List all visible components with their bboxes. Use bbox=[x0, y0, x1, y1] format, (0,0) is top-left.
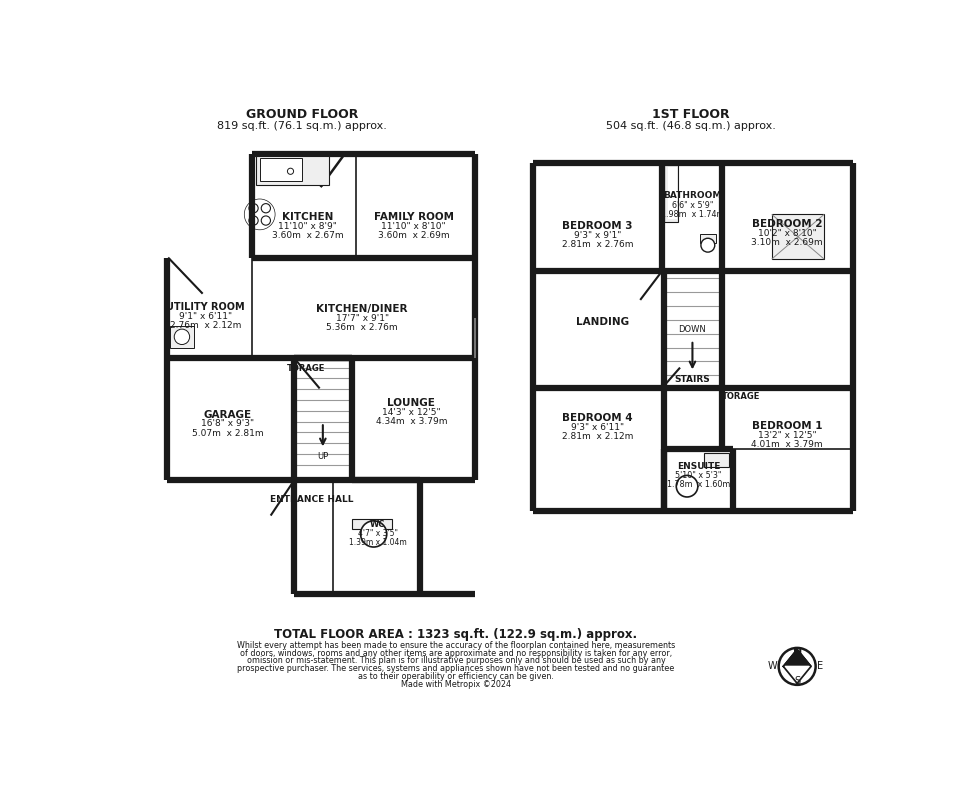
Text: 16'8" x 9'3": 16'8" x 9'3" bbox=[201, 419, 254, 428]
Text: 4.34m  x 3.79m: 4.34m x 3.79m bbox=[375, 417, 447, 426]
Text: LOUNGE: LOUNGE bbox=[387, 398, 435, 408]
Text: 9'1" x 6'11": 9'1" x 6'11" bbox=[179, 311, 232, 321]
Text: 5.36m  x 2.76m: 5.36m x 2.76m bbox=[326, 323, 398, 332]
Text: E: E bbox=[817, 661, 823, 672]
Text: STAIRS: STAIRS bbox=[674, 375, 710, 384]
Text: 3.60m  x 2.69m: 3.60m x 2.69m bbox=[378, 231, 450, 241]
Text: UTILITY ROOM: UTILITY ROOM bbox=[167, 302, 245, 312]
Text: S: S bbox=[794, 676, 801, 686]
Bar bbox=[700, 234, 715, 243]
Text: 4'7" x 3'5": 4'7" x 3'5" bbox=[358, 529, 398, 539]
Text: N: N bbox=[793, 647, 802, 657]
Text: ENTRANCE HALL: ENTRANCE HALL bbox=[270, 495, 354, 504]
Bar bbox=[256, 156, 329, 185]
Text: 17'7" x 9'1": 17'7" x 9'1" bbox=[335, 314, 389, 323]
Text: KITCHEN: KITCHEN bbox=[282, 211, 333, 222]
Text: BEDROOM 4: BEDROOM 4 bbox=[563, 413, 633, 424]
Polygon shape bbox=[783, 649, 811, 683]
Text: 819 sq.ft. (76.1 sq.m.) approx.: 819 sq.ft. (76.1 sq.m.) approx. bbox=[218, 121, 387, 131]
Text: WC: WC bbox=[369, 520, 385, 529]
Text: FAMILY ROOM: FAMILY ROOM bbox=[373, 211, 454, 222]
Text: Whilst every attempt has been made to ensure the accuracy of the floorplan conta: Whilst every attempt has been made to en… bbox=[237, 641, 675, 650]
Text: DOWN: DOWN bbox=[678, 326, 707, 334]
Circle shape bbox=[361, 521, 387, 547]
Text: UP: UP bbox=[318, 452, 328, 462]
Bar bbox=[704, 453, 729, 467]
Text: 5.07m  x 2.81m: 5.07m x 2.81m bbox=[191, 428, 264, 437]
Text: 9'3" x 6'11": 9'3" x 6'11" bbox=[571, 423, 624, 432]
Text: 1.98m  x 1.74m: 1.98m x 1.74m bbox=[661, 210, 724, 219]
Bar bbox=[260, 158, 302, 181]
Text: BEDROOM 1: BEDROOM 1 bbox=[752, 421, 822, 431]
Text: W: W bbox=[767, 661, 777, 672]
Text: TOTAL FLOOR AREA : 1323 sq.ft. (122.9 sq.m.) approx.: TOTAL FLOOR AREA : 1323 sq.ft. (122.9 sq… bbox=[274, 627, 638, 641]
Circle shape bbox=[676, 475, 698, 497]
Text: 2.76m  x 2.12m: 2.76m x 2.12m bbox=[171, 321, 241, 329]
Text: 3.60m  x 2.67m: 3.60m x 2.67m bbox=[271, 231, 343, 241]
Text: 3.10m  x 2.69m: 3.10m x 2.69m bbox=[752, 238, 823, 247]
Bar bbox=[772, 215, 824, 259]
Bar bbox=[704, 453, 729, 467]
Text: KITCHEN/DINER: KITCHEN/DINER bbox=[317, 304, 408, 314]
Circle shape bbox=[287, 168, 294, 174]
Bar bbox=[352, 519, 392, 529]
Text: prospective purchaser. The services, systems and appliances shown have not been : prospective purchaser. The services, sys… bbox=[237, 664, 674, 673]
Bar bbox=[700, 234, 715, 243]
Text: 14'3" x 12'5": 14'3" x 12'5" bbox=[382, 408, 441, 417]
Text: 504 sq.ft. (46.8 sq.m.) approx.: 504 sq.ft. (46.8 sq.m.) approx. bbox=[606, 121, 776, 131]
Text: 4.01m  x 3.79m: 4.01m x 3.79m bbox=[752, 440, 823, 449]
Bar bbox=[664, 164, 678, 222]
Text: 11'10" x 8'10": 11'10" x 8'10" bbox=[381, 223, 446, 231]
Text: TORAGE: TORAGE bbox=[721, 392, 760, 402]
Text: of doors, windows, rooms and any other items are approximate and no responsibili: of doors, windows, rooms and any other i… bbox=[240, 649, 672, 658]
Polygon shape bbox=[783, 666, 811, 683]
Text: as to their operability or efficiency can be given.: as to their operability or efficiency ca… bbox=[358, 672, 554, 681]
Text: 5'10" x 5'3": 5'10" x 5'3" bbox=[675, 471, 722, 480]
Text: 11'10" x 8'9": 11'10" x 8'9" bbox=[278, 223, 337, 231]
Polygon shape bbox=[783, 649, 811, 666]
Text: 6'6" x 5'9": 6'6" x 5'9" bbox=[671, 200, 713, 210]
Text: 13'2" x 12'5": 13'2" x 12'5" bbox=[758, 431, 816, 440]
Text: BEDROOM 2: BEDROOM 2 bbox=[752, 219, 822, 230]
Bar bbox=[664, 164, 678, 222]
Circle shape bbox=[701, 238, 714, 252]
Text: 10'2" x 8'10": 10'2" x 8'10" bbox=[758, 229, 816, 238]
Text: GARAGE: GARAGE bbox=[203, 409, 252, 420]
Text: LANDING: LANDING bbox=[576, 317, 629, 327]
Text: BATHROOM: BATHROOM bbox=[663, 191, 721, 200]
Bar bbox=[772, 215, 824, 259]
Bar bbox=[170, 326, 194, 348]
Bar bbox=[256, 156, 329, 185]
Text: Made with Metropix ©2024: Made with Metropix ©2024 bbox=[401, 680, 511, 688]
Text: BEDROOM 3: BEDROOM 3 bbox=[563, 221, 633, 231]
Text: 1.78m  x 1.60m: 1.78m x 1.60m bbox=[667, 480, 730, 489]
Text: ENSUITE: ENSUITE bbox=[677, 462, 720, 470]
Text: omission or mis-statement. This plan is for illustrative purposes only and shoul: omission or mis-statement. This plan is … bbox=[247, 657, 665, 665]
Bar bbox=[352, 519, 392, 529]
Circle shape bbox=[174, 329, 190, 345]
Text: 2.81m  x 2.12m: 2.81m x 2.12m bbox=[563, 432, 633, 441]
Bar bbox=[667, 166, 677, 219]
Text: 9'3" x 9'1": 9'3" x 9'1" bbox=[574, 230, 621, 240]
Text: GROUND FLOOR: GROUND FLOOR bbox=[246, 108, 359, 121]
Text: 2.81m  x 2.76m: 2.81m x 2.76m bbox=[562, 240, 633, 249]
Text: 1.39m x 1.04m: 1.39m x 1.04m bbox=[349, 538, 407, 547]
Text: 1ST FLOOR: 1ST FLOOR bbox=[652, 108, 730, 121]
Text: TORAGE: TORAGE bbox=[287, 364, 325, 373]
Bar bbox=[170, 326, 194, 348]
